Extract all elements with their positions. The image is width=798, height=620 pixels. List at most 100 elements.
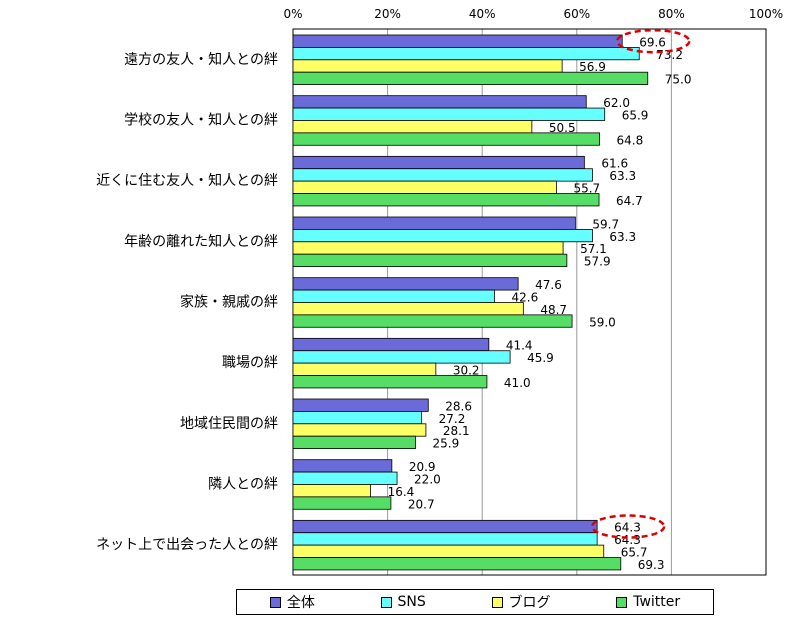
bar: [292, 496, 392, 510]
x-tick-label: 20%: [374, 7, 401, 21]
data-label: 20.9: [409, 460, 436, 474]
bar: [292, 71, 649, 85]
bar: [292, 423, 427, 437]
legend-swatch: [616, 596, 628, 608]
bar: [292, 350, 511, 364]
category-label: 学校の友人・知人との絆: [124, 111, 278, 128]
data-label: 73.2: [656, 48, 683, 62]
data-label: 57.9: [584, 255, 611, 269]
bar: [292, 459, 393, 473]
category-label: 家族・親戚の絆: [180, 293, 278, 310]
bar: [292, 47, 640, 61]
legend-label: Twitter: [633, 594, 681, 610]
bar: [292, 107, 606, 121]
bar: [292, 193, 600, 207]
bar: [292, 375, 488, 389]
data-label: 22.0: [414, 472, 441, 486]
legend-label: SNS: [397, 594, 426, 610]
category-label: 職場の絆: [222, 355, 278, 371]
bar: [292, 337, 490, 352]
bar: [292, 519, 598, 534]
bar: [292, 314, 573, 328]
x-tick-label: 80%: [658, 7, 685, 21]
data-label: 50.5: [549, 121, 576, 135]
legend-item: SNS: [380, 594, 426, 610]
data-label: 62.0: [603, 96, 630, 110]
legend: 全体 SNS ブログ Twitter: [236, 589, 714, 615]
legend-swatch: [269, 596, 281, 608]
legend-swatch: [491, 596, 503, 608]
bar: [292, 241, 564, 255]
data-label: 47.6: [535, 278, 562, 292]
data-label: 69.6: [639, 35, 666, 49]
bar: [292, 471, 398, 485]
bar: [292, 155, 585, 170]
bar: [292, 362, 437, 376]
legend-item: ブログ: [491, 592, 551, 612]
data-label: 65.7: [621, 546, 648, 560]
legend-item: Twitter: [616, 594, 680, 610]
category-label: 隣人との絆: [208, 476, 278, 492]
bar: [292, 34, 623, 48]
data-label: 59.0: [589, 315, 616, 329]
data-label: 56.9: [579, 60, 606, 74]
data-label: 20.7: [408, 497, 435, 511]
bar: [292, 410, 423, 425]
bar: [292, 132, 600, 146]
bar: [292, 59, 563, 73]
bar: [292, 277, 519, 291]
data-label: 64.8: [617, 133, 644, 147]
data-label: 55.7: [573, 182, 600, 196]
legend-label: 全体: [286, 595, 315, 611]
category-label: 地域住民間の絆: [180, 416, 278, 432]
highlight-ellipse: [590, 514, 666, 539]
data-label: 64.3: [614, 521, 641, 535]
data-label: 57.1: [580, 242, 607, 256]
data-label: 59.7: [592, 217, 619, 231]
x-tick-label: 60%: [563, 7, 590, 21]
bar: [292, 120, 533, 134]
bar: [292, 228, 593, 243]
bar: [292, 289, 495, 303]
bar: [292, 532, 598, 546]
data-label: 63.3: [609, 169, 636, 183]
data-label: 28.6: [445, 399, 472, 413]
data-label: 63.3: [609, 230, 636, 244]
data-label: 48.7: [540, 303, 567, 317]
bar: [292, 302, 524, 316]
legend-item: 全体: [269, 592, 315, 612]
data-label: 28.1: [443, 424, 470, 438]
x-tick-label: 0%: [283, 7, 302, 21]
x-tick-label: 100%: [749, 7, 783, 21]
category-label: 近くに住む友人・知人との絆: [96, 172, 278, 189]
category-label: ネット上で出会った人との絆: [96, 537, 278, 553]
bar: [292, 557, 622, 571]
x-tick-label: 40%: [469, 7, 496, 21]
bar: [292, 180, 557, 194]
bar: [292, 398, 429, 412]
bar: [292, 253, 568, 267]
bar: [292, 95, 587, 109]
data-label: 69.3: [638, 558, 665, 572]
category-label: 年齢の離れた知人との絆: [124, 233, 278, 250]
data-label: 42.6: [511, 290, 538, 304]
data-label: 25.9: [433, 437, 460, 451]
category-label: 遠方の友人・知人との絆: [124, 51, 278, 68]
data-label: 64.7: [616, 194, 643, 208]
data-label: 27.2: [439, 412, 466, 426]
legend-swatch: [380, 596, 392, 608]
data-label: 30.2: [453, 364, 480, 378]
highlight-ellipse: [615, 28, 691, 54]
bar: [292, 216, 576, 230]
bar: [292, 544, 605, 558]
data-label: 16.4: [388, 485, 415, 499]
data-label: 41.0: [504, 376, 531, 390]
bar: [292, 168, 593, 182]
data-label: 65.9: [622, 108, 649, 122]
data-label: 61.6: [601, 157, 628, 171]
data-label: 41.4: [506, 339, 533, 353]
legend-label: ブログ: [508, 595, 551, 611]
data-label: 45.9: [527, 351, 554, 365]
bar: [292, 435, 416, 450]
